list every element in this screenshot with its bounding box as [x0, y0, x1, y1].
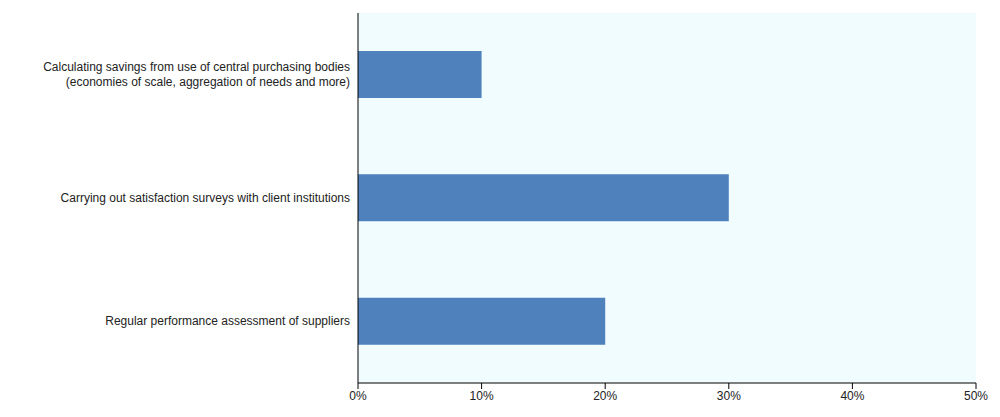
svg-text:50%: 50%: [964, 389, 988, 403]
svg-text:Carrying out satisfaction surv: Carrying out satisfaction surveys with c…: [61, 191, 350, 205]
svg-text:0%: 0%: [349, 389, 367, 403]
svg-text:40%: 40%: [840, 389, 864, 403]
svg-text:20%: 20%: [593, 389, 617, 403]
svg-text:30%: 30%: [717, 389, 741, 403]
svg-text:10%: 10%: [470, 389, 494, 403]
svg-text:Calculating savings from use o: Calculating savings from use of central …: [43, 60, 350, 89]
svg-text:Regular performance assessment: Regular performance assessment of suppli…: [105, 314, 350, 328]
